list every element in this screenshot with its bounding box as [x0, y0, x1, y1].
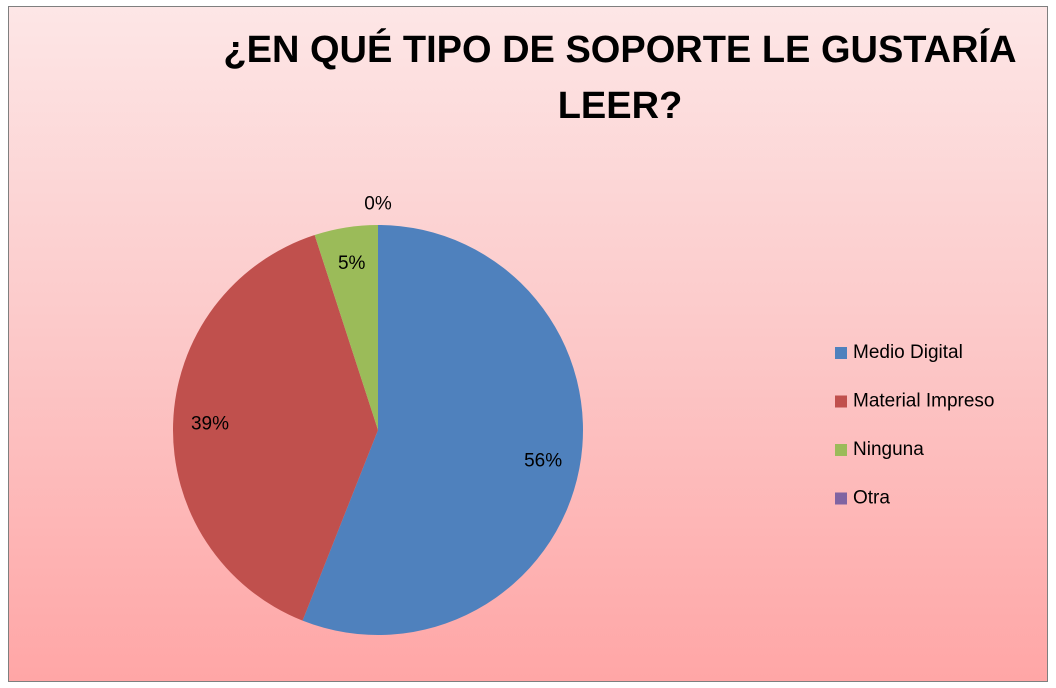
pie-slice	[314, 225, 378, 430]
legend-label: Material Impreso	[853, 391, 995, 412]
pie-slice	[302, 225, 583, 635]
pie-slice	[172, 235, 378, 621]
legend-swatch	[835, 444, 847, 456]
legend-label: Otra	[853, 488, 890, 509]
legend-swatch	[835, 347, 847, 359]
legend-swatch	[835, 395, 847, 408]
data-label: 56%	[524, 451, 562, 472]
legend-label: Medio Digital	[853, 342, 963, 363]
data-label: 0%	[364, 194, 392, 215]
data-label: 39%	[191, 414, 229, 435]
legend-swatch	[835, 492, 847, 505]
chart-title: ¿EN QUÉ TIPO DE SOPORTE LE GUSTARÍA LEER…	[223, 29, 1017, 127]
legend-label: Ninguna	[853, 439, 924, 460]
data-label: 5%	[338, 253, 366, 274]
